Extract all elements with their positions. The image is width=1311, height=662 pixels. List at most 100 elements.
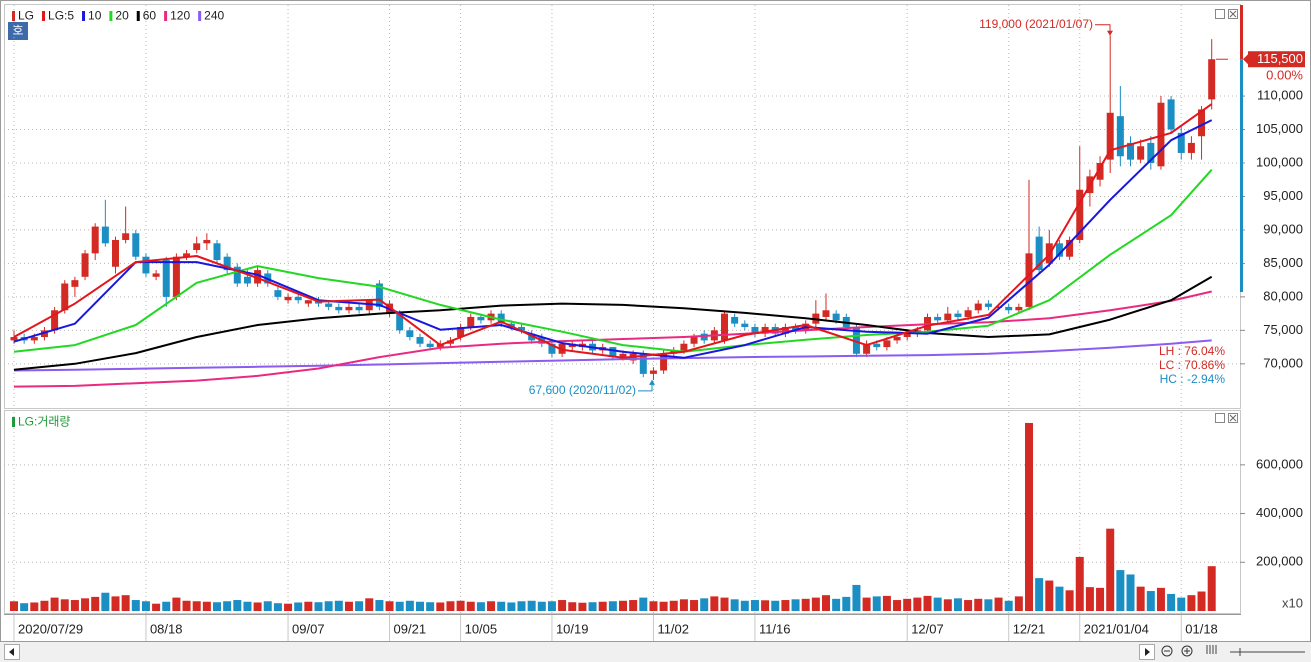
moving-average-line (13, 103, 1213, 359)
mode-button[interactable] (8, 22, 28, 40)
candle-body (731, 316, 739, 324)
volume-bar (284, 603, 293, 611)
scale-controls[interactable] (1206, 645, 1305, 656)
volume-bar (953, 598, 962, 611)
volume-bar (1014, 596, 1023, 611)
volume-bar (243, 601, 252, 611)
candle-body (1116, 116, 1124, 157)
volume-bar (923, 595, 932, 611)
volume-bar (405, 600, 414, 611)
legend-label: LG:거래량 (18, 415, 70, 429)
annotation-label: 119,000 (2021/01/07) (979, 17, 1093, 31)
legend-label: 20 (115, 9, 129, 23)
volume-bar (233, 600, 242, 611)
x-tick-label: 10/19 (556, 621, 589, 636)
x-tick-label: 2020/07/29 (18, 621, 83, 636)
candle-body (518, 326, 525, 331)
candle-body (1066, 239, 1074, 257)
candle-body (365, 300, 373, 311)
last-price-box (1248, 51, 1305, 68)
volume-bar (730, 599, 739, 611)
candle-body (548, 343, 556, 354)
restore-icon[interactable] (1215, 413, 1225, 423)
zoom-out[interactable] (1161, 645, 1173, 657)
candle-body (254, 270, 262, 284)
last-price-pointer (1243, 54, 1248, 65)
x-tick-label: 01/18 (1185, 621, 1218, 636)
candle-body (1177, 132, 1185, 153)
volume-bar (30, 602, 39, 611)
volume-bar (263, 601, 272, 611)
volume-panel (4, 410, 1241, 614)
annotation-arrow (1107, 30, 1113, 36)
volume-bar (822, 595, 830, 611)
legend-marker (164, 11, 168, 21)
candle-body (883, 340, 891, 348)
candle-body (995, 306, 1003, 308)
volume-bar (862, 597, 871, 611)
mode-button-label[interactable]: 호 (12, 24, 23, 38)
volume-bar (1025, 422, 1033, 611)
zoom-in[interactable] (1181, 645, 1193, 657)
volume-bar (994, 597, 1003, 611)
volume-bar (131, 600, 140, 611)
scroll-right-arrow (1145, 648, 1150, 656)
volume-bar (60, 599, 69, 611)
candle-body (934, 316, 942, 321)
candle-body (1127, 142, 1134, 160)
y-tick-label: 95,000 (1263, 188, 1303, 203)
x-tick-label: 09/07 (292, 621, 325, 636)
volume-bar (385, 601, 394, 611)
candle-body (233, 266, 241, 284)
volume-bar (375, 600, 384, 611)
window-icons (1215, 9, 1238, 423)
volume-bar (669, 600, 678, 611)
y-tick-label: 110,000 (1257, 87, 1303, 102)
volume-bar (649, 601, 658, 611)
candle-body (761, 326, 769, 334)
volume-bar (761, 600, 770, 611)
candle-body (61, 283, 69, 311)
candle-body (152, 273, 160, 277)
candle-body (457, 326, 465, 338)
volume-bar (679, 599, 688, 611)
y-tick-label: 600,000 (1256, 456, 1303, 471)
x-tick-label: 11/16 (759, 621, 791, 636)
volume-bar (497, 601, 506, 611)
volume-bar (121, 595, 130, 611)
scrollbar (0, 642, 1311, 662)
candle-body (243, 276, 251, 284)
volume-bar (1207, 566, 1216, 611)
volume-bar (253, 602, 262, 611)
volume-bar (162, 601, 171, 611)
candle-body (183, 253, 191, 257)
candle-body (1157, 102, 1165, 167)
volume-bar (101, 592, 110, 611)
legend-label: 10 (88, 9, 102, 23)
volume-bar (172, 597, 181, 611)
legend-marker (136, 11, 140, 21)
restore-icon[interactable] (1215, 9, 1225, 19)
candle-body (660, 353, 668, 371)
candle-body (467, 316, 475, 327)
volume-bar (1055, 586, 1064, 611)
moving-average-line (13, 339, 1212, 372)
volume-bar (1116, 570, 1125, 611)
volume-bar (1177, 597, 1186, 611)
volume-bar (446, 601, 455, 611)
candle-body (863, 343, 871, 354)
volume-bar (202, 601, 211, 611)
candle-body (832, 313, 840, 321)
candle-body (304, 300, 312, 304)
candle-body (700, 333, 708, 341)
legend-marker (109, 11, 113, 21)
candle-body (822, 310, 830, 317)
volume-bar (50, 597, 59, 611)
volume-bar (852, 584, 861, 611)
volume-bar (984, 599, 993, 611)
last-price-label: 115,500 (1257, 51, 1303, 66)
candle-body (142, 256, 150, 274)
close-icon-x (1229, 414, 1237, 422)
candle-body (609, 347, 617, 358)
frame (0, 0, 1311, 642)
